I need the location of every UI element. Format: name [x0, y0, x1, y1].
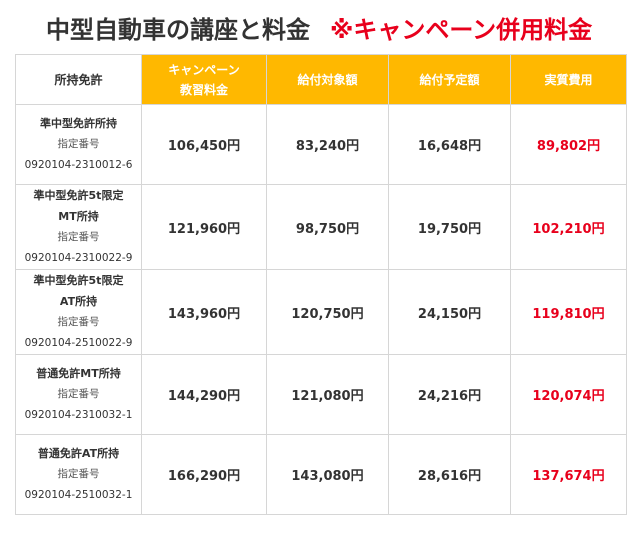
campaign-fee-cell: 143,960円: [141, 269, 267, 355]
designation-label: 指定番号: [57, 468, 100, 480]
license-name: AT所持: [59, 295, 98, 308]
designation-number: 0920104-2510022-9: [24, 337, 133, 349]
subsidy-cell: 121,080円: [266, 354, 389, 435]
table-row: 普通免許AT所持 指定番号 0920104-2510032-1 166,290円 143…: [15, 434, 627, 515]
designation-number: 0920104-2510032-1: [24, 489, 133, 501]
license-name: 準中型免許5t限定: [33, 189, 124, 202]
page-title: 中型自動車の講座と料金: [46, 16, 310, 44]
table-row: 準中型免許所持 指定番号 0920104-2310012-6 106,450円 83,2…: [15, 104, 627, 185]
planned-cell: 16,648円: [388, 104, 511, 185]
header-campaign-line2: 教習料金: [179, 82, 228, 97]
license-name: MT所持: [58, 210, 99, 223]
table-row: 準中型免許5t限定 AT所持指定番号 0920104-2510022-9 143,96…: [15, 269, 627, 355]
designation-label: 指定番号: [57, 138, 100, 150]
planned-cell: 19,750円: [388, 184, 511, 270]
designation-number: 0920104-2310012-6: [24, 159, 133, 171]
license-cell: 準中型免許所持 指定番号 0920104-2310012-6: [15, 104, 142, 185]
campaign-fee-cell: 106,450円: [141, 104, 267, 185]
campaign-fee-cell: 166,290円: [141, 434, 267, 515]
license-cell: 準中型免許5t限定 AT所持指定番号 0920104-2510022-9: [15, 269, 142, 355]
campaign-fee-cell: 144,290円: [141, 354, 267, 435]
planned-cell: 24,216円: [388, 354, 511, 435]
actual-cost-cell: 120,074円: [510, 354, 627, 435]
license-cell: 準中型免許5t限定 MT所持指定番号 0920104-2310022-9: [15, 184, 142, 270]
actual-cost-cell: 119,810円: [510, 269, 627, 355]
campaign-note: ※キャンペーン併用料金: [330, 16, 593, 44]
planned-cell: 28,616円: [388, 434, 511, 515]
header-license: 所持免許: [15, 54, 142, 105]
designation-number: 0920104-2310022-9: [24, 252, 133, 264]
license-name: 普通免許AT所持: [37, 447, 120, 460]
header-subsidy: 給付対象額: [266, 54, 389, 105]
header-campaign-line1: キャンペーン: [168, 62, 240, 77]
title-row: 中型自動車の講座と料金 ※キャンペーン併用料金: [0, 8, 640, 44]
license-cell: 普通免許AT所持 指定番号 0920104-2510032-1: [15, 434, 142, 515]
license-cell: 普通免許MT所持 指定番号 0920104-2310032-1: [15, 354, 142, 435]
designation-label: 指定番号: [57, 316, 100, 328]
designation-number: 0920104-2310032-1: [24, 409, 133, 421]
actual-cost-cell: 89,802円: [510, 104, 627, 185]
planned-cell: 24,150円: [388, 269, 511, 355]
subsidy-cell: 98,750円: [266, 184, 389, 270]
table-row: 普通免許MT所持 指定番号 0920104-2310032-1 144,290円 121…: [15, 354, 627, 435]
table-row: 準中型免許5t限定 MT所持指定番号 0920104-2310022-9 121,96…: [15, 184, 627, 270]
table-body: 準中型免許所持 指定番号 0920104-2310012-6 106,450円 83,2…: [15, 104, 627, 515]
license-name: 準中型免許5t限定: [33, 274, 124, 287]
actual-cost-cell: 137,674円: [510, 434, 627, 515]
subsidy-cell: 83,240円: [266, 104, 389, 185]
designation-label: 指定番号: [57, 388, 100, 400]
price-table: 所持免許 キャンペーン 教習料金 給付対象額 給付予定額 実質費用 準中型免許所…: [15, 54, 627, 515]
header-actual: 実質費用: [510, 54, 627, 105]
subsidy-cell: 143,080円: [266, 434, 389, 515]
designation-label: 指定番号: [57, 231, 100, 243]
header-planned: 給付予定額: [388, 54, 511, 105]
actual-cost-cell: 102,210円: [510, 184, 627, 270]
header-campaign-fee: キャンペーン 教習料金: [141, 54, 267, 105]
table-header-row: 所持免許 キャンペーン 教習料金 給付対象額 給付予定額 実質費用: [15, 54, 627, 105]
license-name: 準中型免許所持: [40, 117, 117, 130]
subsidy-cell: 120,750円: [266, 269, 389, 355]
campaign-fee-cell: 121,960円: [141, 184, 267, 270]
license-name: 普通免許MT所持: [36, 367, 121, 380]
